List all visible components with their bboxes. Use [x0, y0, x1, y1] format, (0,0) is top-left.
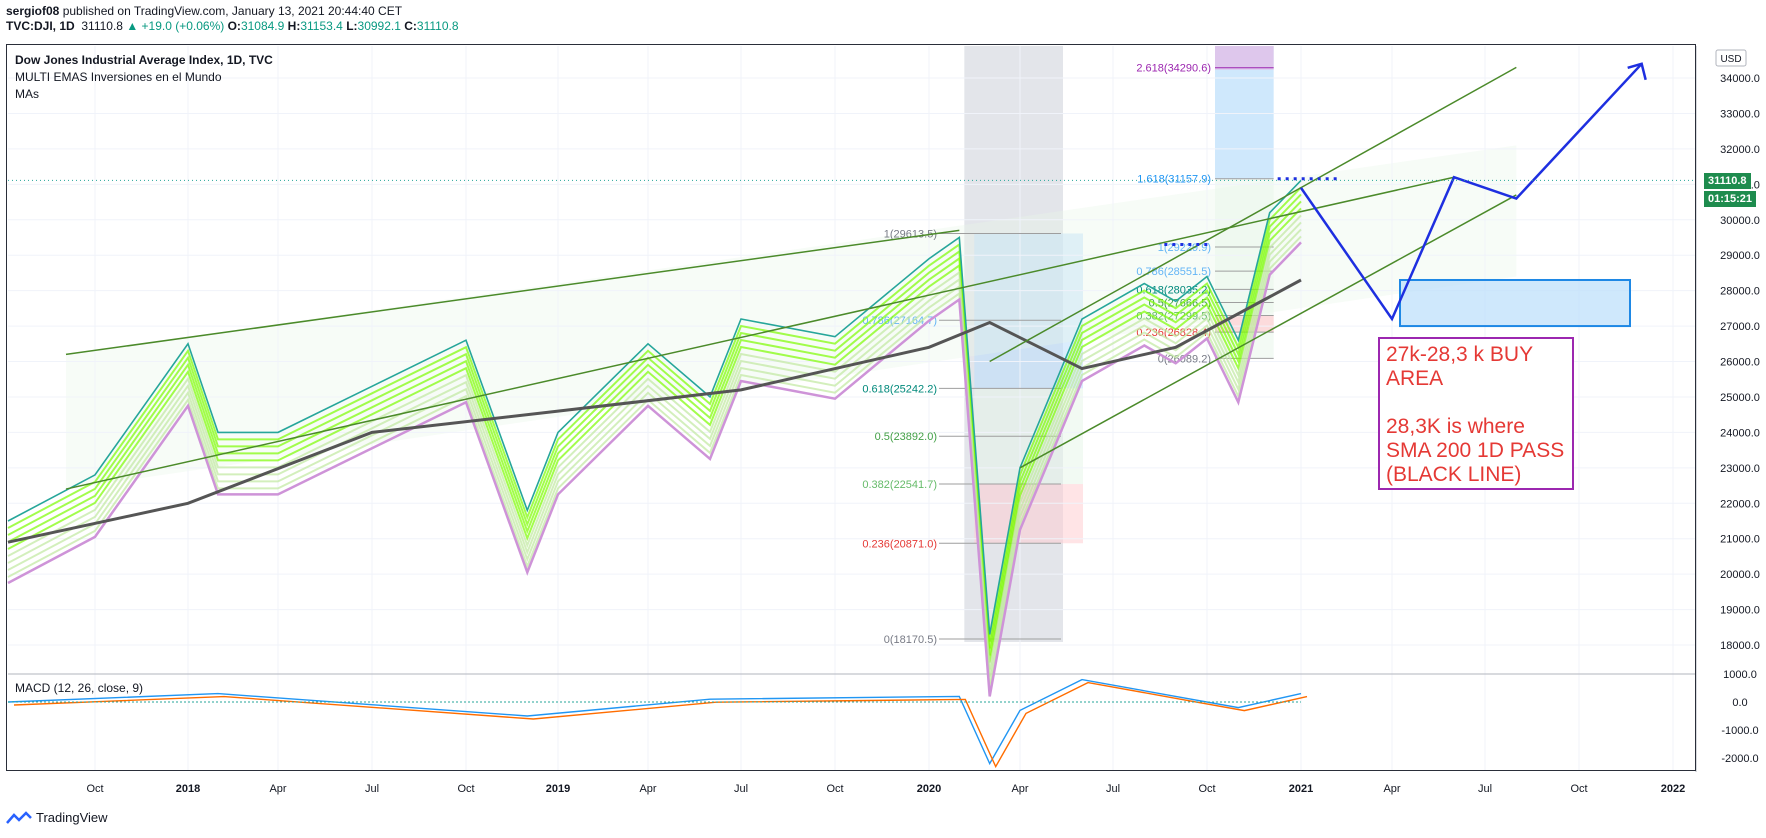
- last-price: 31110.8: [81, 19, 123, 33]
- buy-area-note: 27k-28,3 k BUY AREA 28,3K is where SMA 2…: [1378, 337, 1574, 490]
- fib-level-label: 0.236(20871.0): [862, 538, 937, 550]
- ema-ribbon-line: [7, 235, 1302, 691]
- low-value: 30992.1: [357, 19, 401, 33]
- close-value: 31110.8: [416, 19, 459, 33]
- ema-ribbon-line: [7, 186, 1302, 642]
- macd-y-tick-label: -1000.0: [1721, 725, 1758, 737]
- x-tick-label: Apr: [1011, 783, 1028, 795]
- x-tick-label: Jul: [1106, 783, 1120, 795]
- x-tick-label: 2021: [1289, 783, 1313, 795]
- author-name[interactable]: sergiof08: [6, 4, 60, 18]
- x-tick-label: Oct: [826, 783, 843, 795]
- legend-indicator-mas[interactable]: MAs: [15, 87, 39, 101]
- fib-band-right-top: [1215, 46, 1274, 70]
- legend-title[interactable]: Dow Jones Industrial Average Index, 1D, …: [15, 53, 273, 67]
- brand-name[interactable]: TradingView: [36, 810, 108, 825]
- macd-y-tick-label: -2000.0: [1721, 753, 1758, 765]
- ema-ribbon-line: [7, 207, 1302, 663]
- close-label: C:: [404, 19, 417, 33]
- projection-arrow-path: [1299, 62, 1643, 322]
- channel-lower-line: [65, 176, 1455, 490]
- footer-branding: TradingView: [6, 810, 108, 825]
- y-tick-label: 32000.0: [1720, 144, 1760, 156]
- ema-ribbon-line: [7, 214, 1302, 670]
- x-tick-label: Oct: [1570, 783, 1587, 795]
- y-tick-label: 19000.0: [1720, 605, 1760, 617]
- y-tick-label: 22000.0: [1720, 498, 1760, 510]
- fib-level-label: 0.382(22541.7): [862, 479, 937, 491]
- chart-frame: [6, 44, 1696, 771]
- macd-signal-line: [13, 681, 1308, 769]
- y-tick-label: 24000.0: [1720, 427, 1760, 439]
- ema-slow-line: [7, 241, 1302, 697]
- projection-arrowhead: [1627, 62, 1647, 81]
- fib-level-label-right: 1.618(31157.9): [1137, 174, 1211, 186]
- chart-legend: Dow Jones Industrial Average Index, 1D, …: [15, 52, 273, 103]
- ema-ribbon-line: [7, 193, 1302, 649]
- channel2-lower-line: [1019, 194, 1517, 469]
- high-label: H:: [287, 19, 301, 33]
- currency-label: USD: [1720, 54, 1741, 65]
- ema-ribbon-line: [7, 200, 1302, 656]
- x-tick-label: Apr: [1383, 783, 1400, 795]
- x-tick-label: Oct: [86, 783, 103, 795]
- countdown-badge: 01:15:21: [1704, 191, 1757, 207]
- macd-line: [7, 678, 1302, 766]
- y-tick-label: 30000.0: [1720, 215, 1760, 227]
- sma200-line: [7, 278, 1302, 544]
- channel-upper-line: [65, 229, 960, 356]
- y-tick-label: 18000.0: [1720, 640, 1760, 652]
- low-label: L:: [346, 19, 358, 33]
- currency-box: [1715, 49, 1747, 67]
- macd-y-tick-label: 1000.0: [1723, 669, 1757, 681]
- y-tick-label: 25000.0: [1720, 392, 1760, 404]
- y-tick-label: 20000.0: [1720, 569, 1760, 581]
- symbol-label: TVC:DJI, 1D: [6, 19, 75, 33]
- x-tick-label: 2018: [176, 783, 200, 795]
- legend-indicator-emas[interactable]: MULTI EMAS Inversiones en el Mundo: [15, 70, 222, 84]
- fib-level-label: 1(29613.5): [884, 228, 937, 240]
- y-tick-label: 21000.0: [1720, 534, 1760, 546]
- y-tick-label: 34000.0: [1720, 73, 1760, 85]
- x-tick-label: Jul: [365, 783, 379, 795]
- x-tick-label: Apr: [639, 783, 656, 795]
- open-value: 31084.9: [240, 19, 285, 33]
- tradingview-logo-icon: [6, 810, 32, 824]
- price-badge: 31110.8: [1704, 173, 1751, 189]
- x-tick-label: Jul: [734, 783, 748, 795]
- x-tick-label: Jul: [1478, 783, 1492, 795]
- channel-fill: [66, 145, 1517, 490]
- channel2-upper-line: [989, 66, 1517, 363]
- chart-header: sergiof08 published on TradingView.com, …: [6, 4, 459, 34]
- x-tick-label: 2020: [917, 783, 941, 795]
- macd-legend[interactable]: MACD (12, 26, close, 9): [15, 681, 144, 695]
- macd-y-tick-label: 0.0: [1732, 697, 1747, 709]
- y-tick-label: 23000.0: [1720, 463, 1760, 475]
- y-tick-label: 33000.0: [1720, 108, 1760, 120]
- fib-level-label: 0(18170.5): [884, 634, 937, 646]
- ema-ribbon-line: [7, 221, 1302, 677]
- fib-level-label-right: 0(26089.2): [1158, 353, 1211, 365]
- price-series-line: [7, 179, 1302, 635]
- y-tick-label: 27000.0: [1720, 321, 1760, 333]
- fib-level-label-right: 2.618(34290.6): [1136, 63, 1211, 75]
- fib-band-left: [974, 233, 1083, 389]
- price-change: ▲ +19.0 (+0.06%): [126, 19, 225, 33]
- x-tick-label: 2019: [546, 783, 570, 795]
- open-label: O:: [227, 19, 241, 33]
- y-tick-label: 26000.0: [1720, 357, 1760, 369]
- fib-level-label: 0.618(25242.2): [862, 383, 937, 395]
- fib-level-label-right: 0.382(27299.5): [1136, 310, 1211, 322]
- y-tick-label: 28000.0: [1720, 286, 1760, 298]
- x-tick-label: Oct: [1198, 783, 1215, 795]
- y-tick-label: 29000.0: [1720, 250, 1760, 262]
- x-tick-label: Oct: [457, 783, 474, 795]
- publish-info: published on TradingView.com, January 13…: [62, 4, 403, 18]
- high-value: 31153.4: [300, 19, 343, 33]
- x-tick-label: Apr: [269, 783, 286, 795]
- fib-level-label: 0.5(23892.0): [875, 431, 937, 443]
- x-tick-label: 2022: [1661, 783, 1685, 795]
